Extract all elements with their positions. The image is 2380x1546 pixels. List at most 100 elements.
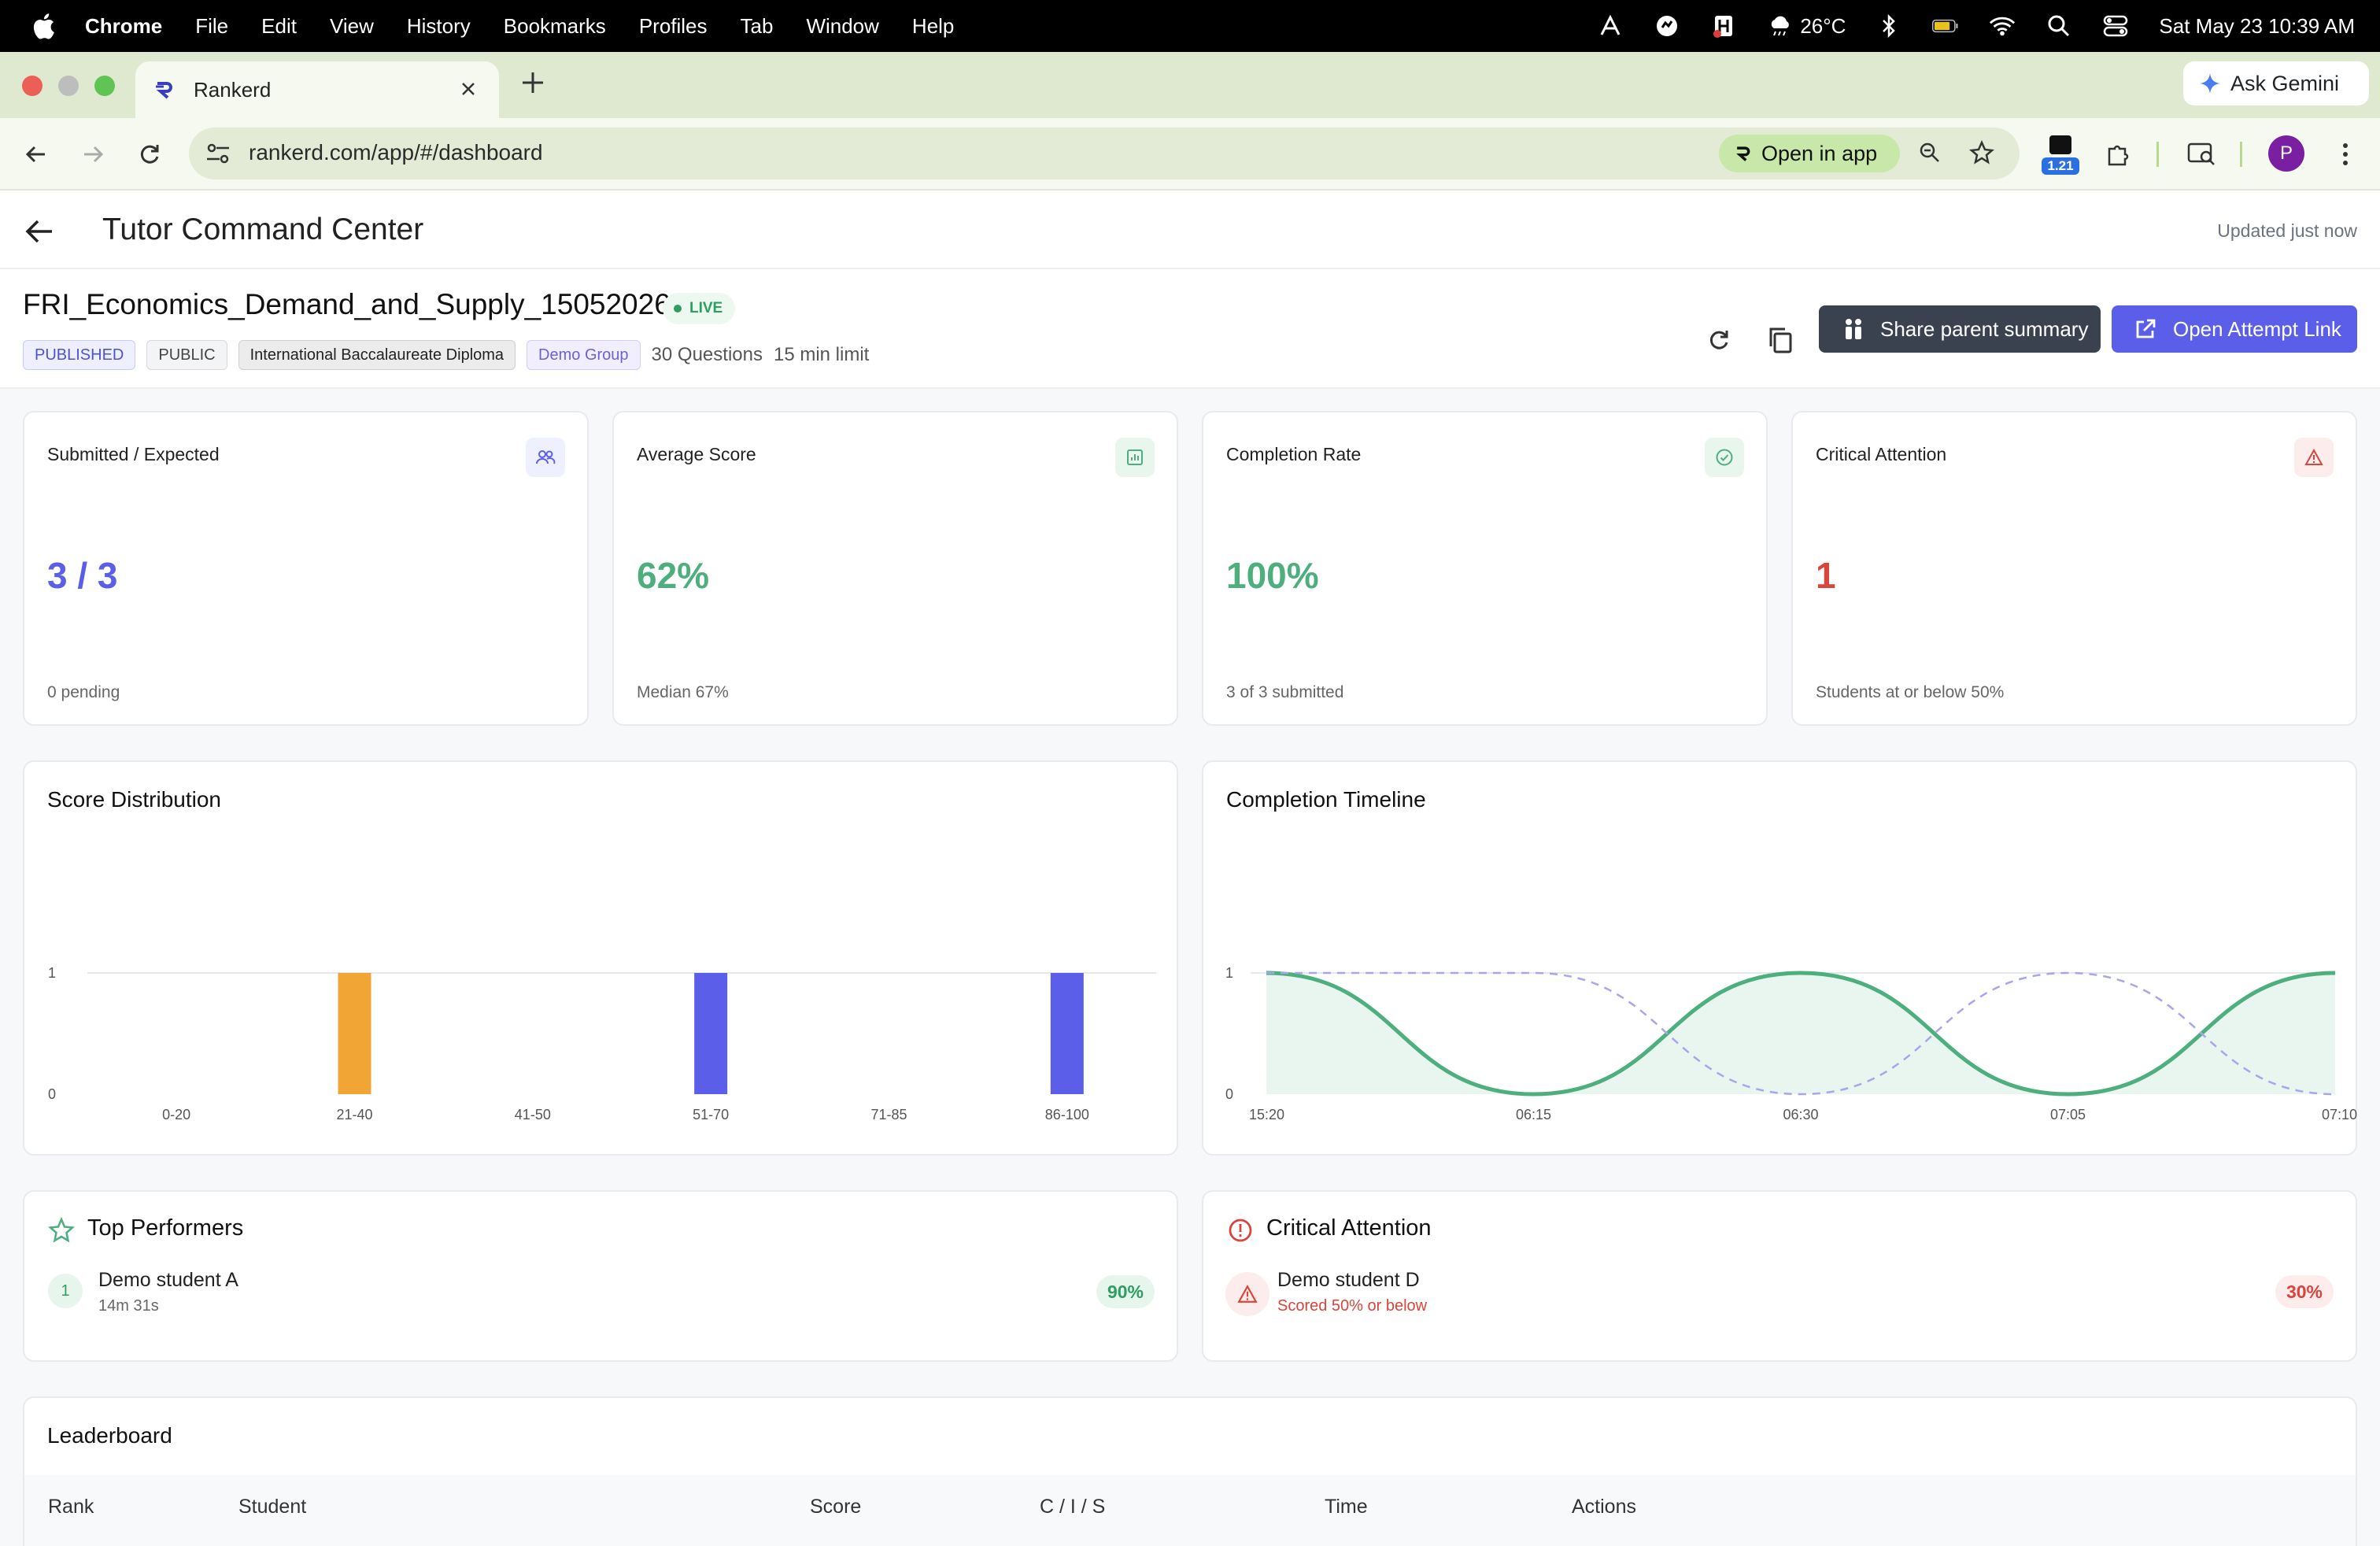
student-time: 14m 31s xyxy=(98,1297,159,1315)
menu-help[interactable]: Help xyxy=(911,13,955,38)
apple-logo-icon[interactable] xyxy=(31,13,55,39)
refresh-button[interactable] xyxy=(1697,318,1741,362)
assessment-header: FRI_Economics_Demand_and_Supply_15052026… xyxy=(0,269,2380,389)
bluetooth-icon[interactable] xyxy=(1876,13,1902,39)
ask-gemini-button[interactable]: Ask Gemini xyxy=(2183,61,2369,105)
external-link-icon xyxy=(2136,319,2156,338)
leaderboard-card: Leaderboard Rank Student Score C / I / S… xyxy=(23,1396,2357,1546)
leaderboard-header-row xyxy=(24,1475,2356,1546)
status-a-icon[interactable] xyxy=(1597,13,1624,39)
forward-nav-icon[interactable] xyxy=(76,137,110,172)
back-nav-icon[interactable] xyxy=(19,137,54,172)
open-attempt-link-button[interactable]: Open Attempt Link xyxy=(2112,305,2357,353)
menu-bookmarks[interactable]: Bookmarks xyxy=(503,13,606,38)
page-header: Tutor Command Center Updated just now xyxy=(0,190,2380,269)
reload-icon[interactable] xyxy=(132,137,167,172)
window-minimize-button[interactable] xyxy=(58,76,79,96)
copy-button[interactable] xyxy=(1758,318,1802,362)
x-tick-label: 86-100 xyxy=(1045,1107,1089,1123)
window-close-button[interactable] xyxy=(22,76,42,96)
menubar-status-area: 26°C Sat May 23 10:39 AM xyxy=(1597,0,2355,52)
live-badge: LIVE xyxy=(663,293,736,324)
x-tick-label: 41-50 xyxy=(515,1107,551,1123)
weather-status[interactable]: 26°C xyxy=(1767,14,1846,39)
x-tick-label: 07:10 xyxy=(2322,1107,2357,1123)
alert-circle-icon xyxy=(1229,1219,1252,1242)
student-name[interactable]: Demo student A xyxy=(98,1269,238,1291)
wifi-icon[interactable] xyxy=(1989,13,2016,39)
menu-edit[interactable]: Edit xyxy=(261,13,297,38)
metric-label: Critical Attention xyxy=(1816,444,1947,464)
tab-title: Rankerd xyxy=(194,77,272,102)
menu-view[interactable]: View xyxy=(329,13,374,38)
open-attempt-link-label: Open Attempt Link xyxy=(2173,316,2341,341)
ask-gemini-label: Ask Gemini xyxy=(2230,71,2340,95)
chart-icon xyxy=(1115,438,1155,477)
browser-tab-rankerd[interactable]: Rankerd xyxy=(135,61,499,118)
completion-timeline-card: Completion Timeline 0 1 15:20 06:15 06:30 07:… xyxy=(1202,760,2357,1156)
column-actions: Actions xyxy=(1572,1496,1636,1518)
url-text: rankerd.com/app/#/dashboard xyxy=(249,140,543,165)
column-rank[interactable]: Rank xyxy=(48,1496,94,1518)
address-bar[interactable]: rankerd.com/app/#/dashboard Open in app xyxy=(189,128,2020,179)
menu-window[interactable]: Window xyxy=(806,13,879,38)
top-performers-title: Top Performers xyxy=(87,1215,244,1241)
menu-chrome[interactable]: Chrome xyxy=(85,13,163,38)
bookmark-star-icon[interactable] xyxy=(1966,137,1998,168)
status-app-icon[interactable] xyxy=(1654,13,1680,39)
menu-history[interactable]: History xyxy=(406,13,471,38)
browser-tab-strip: Rankerd xyxy=(0,52,2380,118)
status-h-icon[interactable] xyxy=(1710,13,1737,39)
column-correct-incorrect-skipped[interactable]: C / I / S xyxy=(1040,1496,1106,1518)
metric-sub: 3 of 3 submitted xyxy=(1226,683,1344,701)
back-arrow-icon[interactable] xyxy=(22,214,57,249)
chrome-menu-icon[interactable] xyxy=(2325,134,2366,175)
browser-toolbar: rankerd.com/app/#/dashboard Open in app … xyxy=(0,118,2380,190)
spotlight-search-icon[interactable] xyxy=(2046,13,2072,39)
profile-avatar[interactable]: P xyxy=(2268,135,2304,172)
published-chip: PUBLISHED xyxy=(23,340,136,370)
metric-label: Completion Rate xyxy=(1226,444,1362,464)
window-zoom-button[interactable] xyxy=(94,76,115,96)
series-0-line xyxy=(1266,971,2336,1097)
new-tab-icon[interactable] xyxy=(519,69,546,96)
open-in-app-button[interactable]: Open in app xyxy=(1719,135,1900,172)
extension-badge-icon[interactable]: 1.21 xyxy=(2042,135,2079,175)
share-parent-summary-button[interactable]: Share parent summary xyxy=(1819,305,2101,353)
updated-status: Updated just now xyxy=(2217,220,2357,241)
clock-text[interactable]: Sat May 23 10:39 AM xyxy=(2159,13,2355,38)
menu-file[interactable]: File xyxy=(195,13,229,38)
y-tick-label: 0 xyxy=(1225,1086,1233,1102)
group-chip: Demo Group xyxy=(527,340,641,370)
open-in-app-label: Open in app xyxy=(1761,141,1878,165)
x-tick-label: 07:05 xyxy=(2050,1107,2086,1123)
x-tick-label: 06:15 xyxy=(1516,1107,1551,1123)
menu-profiles[interactable]: Profiles xyxy=(638,13,708,38)
metric-sub: Median 67% xyxy=(637,683,729,701)
site-settings-icon[interactable] xyxy=(205,140,231,167)
metric-card-completion-rate: Completion Rate 100% 3 of 3 submitted xyxy=(1202,411,1768,726)
extensions-puzzle-icon[interactable] xyxy=(2098,134,2139,175)
tab-close-icon[interactable] xyxy=(456,77,480,101)
share-parent-summary-label: Share parent summary xyxy=(1880,316,2089,341)
column-score[interactable]: Score xyxy=(810,1496,862,1518)
zoom-icon[interactable] xyxy=(1914,137,1946,168)
y-tick-label: 1 xyxy=(48,965,56,981)
column-student[interactable]: Student xyxy=(238,1496,307,1518)
family-icon xyxy=(1846,319,1861,339)
battery-icon[interactable] xyxy=(1932,13,1959,39)
macos-menu-bar: Chrome File Edit View History Bookmarks … xyxy=(0,0,2380,52)
x-tick-label: 71-85 xyxy=(870,1107,907,1123)
x-tick-label: 0-20 xyxy=(162,1107,190,1123)
student-name[interactable]: Demo student D xyxy=(1277,1269,1420,1291)
column-time[interactable]: Time xyxy=(1325,1496,1368,1518)
control-center-icon[interactable] xyxy=(2102,13,2129,39)
check-circle-icon xyxy=(1705,438,1744,477)
menu-tab[interactable]: Tab xyxy=(740,13,774,38)
chart-title: Completion Timeline xyxy=(1226,787,1426,812)
metric-card-submitted: Submitted / Expected 3 / 3 0 pending xyxy=(23,411,589,726)
x-tick-label: 15:20 xyxy=(1249,1107,1284,1123)
series-1-line xyxy=(1266,971,2336,1096)
public-chip: PUBLIC xyxy=(146,340,227,370)
tab-search-icon[interactable] xyxy=(2182,134,2223,175)
